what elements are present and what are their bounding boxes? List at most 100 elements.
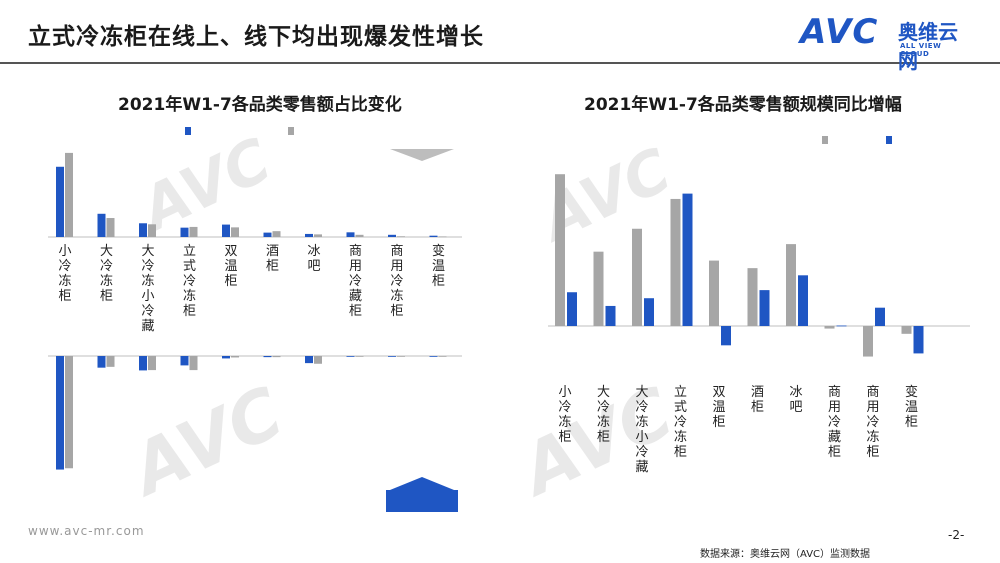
category-label: 酒柜 bbox=[266, 244, 279, 274]
offline-badge-bg bbox=[386, 490, 458, 512]
category-label: 小冷冻柜 bbox=[558, 385, 571, 445]
growth-bar bbox=[759, 290, 770, 326]
data-source: 数据来源：奥维云网（AVC）监测数据 bbox=[700, 549, 871, 560]
offline-bar bbox=[148, 356, 156, 371]
page-title: 立式冷冻柜在线上、线下均出现爆发性增长 bbox=[28, 24, 484, 50]
category-label: 商用冷冻柜 bbox=[390, 244, 403, 319]
offline-bar bbox=[231, 356, 239, 358]
offline-bar bbox=[180, 356, 189, 366]
category-label: 商用冷藏柜 bbox=[349, 244, 362, 319]
category-label: 冰吧 bbox=[307, 244, 320, 274]
online-bar bbox=[106, 218, 115, 237]
left-chart-title: 2021年W1-7各品类零售额占比变化 bbox=[118, 95, 402, 115]
offline-bar bbox=[65, 356, 73, 469]
category-label: 大冷冻小冷藏 bbox=[141, 244, 154, 334]
offline-bar bbox=[189, 356, 198, 371]
category-label: 商用冷藏柜 bbox=[828, 385, 841, 460]
offline-bar bbox=[314, 356, 322, 364]
right-chart-title: 2021年W1-7各品类零售额规模同比增幅 bbox=[584, 95, 902, 115]
offline-bar bbox=[397, 356, 405, 357]
online-bar bbox=[355, 234, 364, 237]
category-label: 大冷冻小冷藏 bbox=[635, 385, 648, 475]
online-bar bbox=[56, 166, 64, 237]
growth-bar bbox=[593, 251, 604, 326]
logo-cn-text: 奥维云网 bbox=[898, 20, 958, 73]
online-bar bbox=[346, 232, 355, 237]
logo-en-text: ALL VIEW CLOUD bbox=[900, 42, 942, 58]
online-bar bbox=[429, 235, 438, 237]
online-bar bbox=[388, 234, 396, 237]
online-arrow-icon bbox=[390, 149, 454, 161]
logo-text: AVC bbox=[800, 12, 879, 52]
category-label: 小冷冻柜 bbox=[58, 244, 71, 304]
online-bar bbox=[97, 213, 106, 237]
offline-bar bbox=[429, 356, 438, 357]
category-label: 双温柜 bbox=[224, 244, 237, 289]
growth-bar bbox=[682, 193, 693, 326]
offline-bar bbox=[388, 356, 396, 357]
legend-swatch-1 bbox=[288, 127, 294, 135]
footer-url: www.avc-mr.com bbox=[28, 524, 145, 538]
growth-bar bbox=[747, 268, 758, 326]
growth-bar bbox=[709, 260, 719, 326]
category-label: 双温柜 bbox=[712, 385, 725, 430]
offline-bar bbox=[438, 356, 447, 357]
online-bar bbox=[305, 233, 313, 237]
title-divider bbox=[0, 62, 1000, 64]
offline-bar bbox=[56, 356, 64, 470]
offline-bar bbox=[263, 356, 272, 358]
growth-bar bbox=[721, 326, 731, 346]
page-number: -2- bbox=[948, 528, 965, 542]
category-label: 大冷冻柜 bbox=[597, 385, 610, 445]
category-label: 立式冷冻柜 bbox=[183, 244, 196, 319]
offline-bar bbox=[139, 356, 147, 371]
growth-bar bbox=[863, 326, 873, 357]
growth-bar bbox=[567, 292, 577, 326]
offline-bar bbox=[106, 356, 115, 367]
online-bar bbox=[231, 227, 239, 237]
online-bar bbox=[314, 234, 322, 237]
offline-bar bbox=[222, 356, 230, 359]
growth-bar bbox=[605, 305, 616, 326]
online-bar bbox=[139, 223, 147, 237]
online-bar bbox=[272, 231, 281, 237]
offline-bar bbox=[305, 356, 313, 364]
online-bar bbox=[397, 236, 405, 238]
offline-bar bbox=[355, 356, 364, 357]
category-label: 商用冷冻柜 bbox=[866, 385, 879, 460]
legend-swatch-0 bbox=[185, 127, 191, 135]
growth-bar bbox=[798, 275, 808, 326]
growth-bar bbox=[901, 326, 912, 334]
growth-bar bbox=[632, 228, 642, 326]
category-label: 变温柜 bbox=[432, 243, 445, 289]
offline-bar bbox=[272, 356, 281, 358]
online-bar bbox=[148, 224, 156, 237]
category-label: 酒柜 bbox=[751, 385, 764, 415]
category-label: 变温柜 bbox=[905, 384, 918, 430]
growth-bar bbox=[824, 326, 835, 329]
offline-bar bbox=[97, 356, 106, 368]
offline-bar bbox=[346, 356, 355, 357]
online-bar bbox=[438, 236, 447, 238]
growth-bar bbox=[670, 198, 681, 326]
growth-bar bbox=[644, 298, 654, 326]
online-bar bbox=[180, 227, 189, 237]
growth-bar bbox=[875, 307, 885, 326]
category-label: 立式冷冻柜 bbox=[674, 385, 687, 460]
legend-swatch-0 bbox=[822, 136, 828, 144]
avc-logo: AVC 奥维云网 ALL VIEW CLOUD bbox=[800, 12, 970, 73]
offline-arrow-icon bbox=[390, 477, 454, 490]
category-label: 冰吧 bbox=[789, 385, 802, 415]
online-bar bbox=[222, 224, 230, 237]
category-label: 大冷冻柜 bbox=[100, 244, 113, 304]
legend-swatch-1 bbox=[886, 136, 892, 144]
growth-bar bbox=[913, 326, 924, 354]
online-bar bbox=[189, 226, 198, 237]
growth-bar bbox=[555, 174, 565, 326]
online-bar bbox=[263, 232, 272, 237]
online-bar bbox=[65, 152, 73, 237]
growth-bar bbox=[786, 244, 796, 326]
growth-bar bbox=[836, 325, 847, 327]
